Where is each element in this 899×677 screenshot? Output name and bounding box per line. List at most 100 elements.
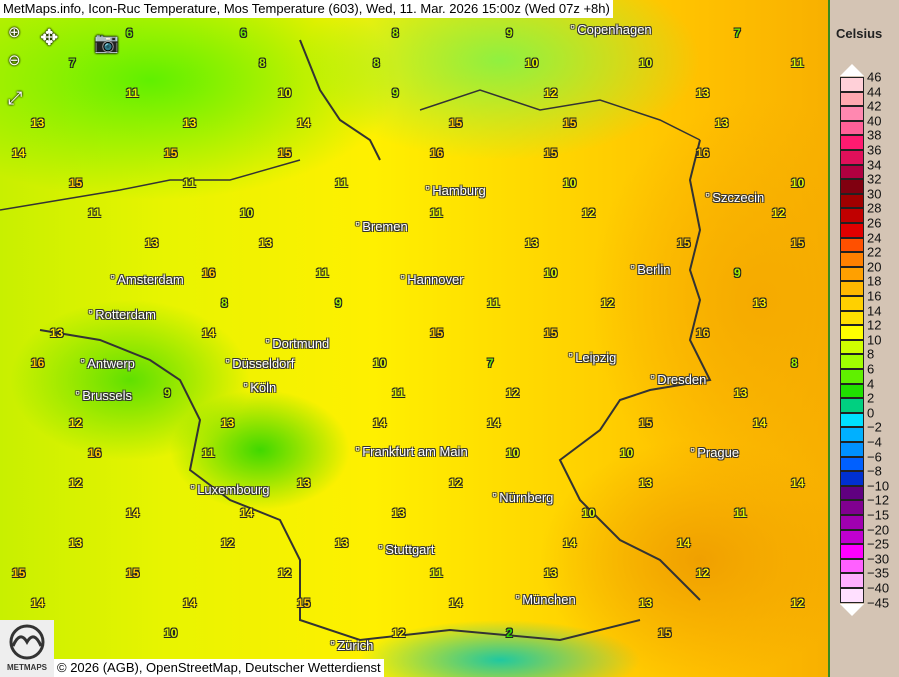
station-temperature[interactable]: 12 bbox=[791, 596, 805, 610]
temperature-map[interactable]: 6 6 8 9 7 7 8 8 10 10 11 11 10 9 12 13 13 13 14 15 15 13 14 15 1… bbox=[0, 0, 828, 677]
station-temperature[interactable]: 9 bbox=[164, 386, 171, 400]
station-temperature[interactable]: 13 bbox=[696, 86, 710, 100]
station-temperature[interactable]: 11 bbox=[126, 86, 139, 100]
station-temperature[interactable]: 13 bbox=[50, 326, 64, 340]
station-temperature[interactable]: 13 bbox=[221, 416, 235, 430]
station-temperature[interactable]: 14 bbox=[449, 596, 463, 610]
city-label[interactable]: Luxembourg bbox=[190, 482, 269, 497]
city-label[interactable]: Prague bbox=[690, 445, 739, 460]
station-temperature[interactable]: 11 bbox=[430, 206, 443, 220]
city-label[interactable]: Brussels bbox=[75, 388, 132, 403]
station-temperature[interactable]: 8 bbox=[259, 56, 266, 70]
city-label[interactable]: Amsterdam bbox=[110, 272, 183, 287]
station-temperature[interactable]: 15 bbox=[430, 326, 444, 340]
city-label[interactable]: München bbox=[515, 592, 575, 607]
station-temperature[interactable]: 10 bbox=[164, 626, 178, 640]
station-temperature[interactable]: 13 bbox=[392, 506, 406, 520]
station-temperature[interactable]: 14 bbox=[183, 596, 197, 610]
station-temperature[interactable]: 12 bbox=[772, 206, 786, 220]
station-temperature[interactable]: 12 bbox=[544, 86, 558, 100]
station-temperature[interactable]: 15 bbox=[278, 146, 292, 160]
metmaps-logo[interactable]: METMAPS bbox=[0, 620, 54, 677]
station-temperature[interactable]: 12 bbox=[506, 386, 520, 400]
station-temperature[interactable]: 7 bbox=[69, 56, 76, 70]
station-temperature[interactable]: 10 bbox=[525, 56, 539, 70]
city-label[interactable]: Nürnberg bbox=[492, 490, 553, 505]
station-temperature[interactable]: 9 bbox=[506, 26, 513, 40]
station-temperature[interactable]: 9 bbox=[392, 86, 399, 100]
station-temperature[interactable]: 15 bbox=[126, 566, 140, 580]
station-temperature[interactable]: 11 bbox=[392, 386, 405, 400]
station-temperature[interactable]: 13 bbox=[183, 116, 197, 130]
station-temperature[interactable]: 14 bbox=[791, 476, 805, 490]
city-label[interactable]: Hamburg bbox=[425, 183, 485, 198]
station-temperature[interactable]: 10 bbox=[278, 86, 292, 100]
station-temperature[interactable]: 14 bbox=[563, 536, 577, 550]
station-temperature[interactable]: 15 bbox=[164, 146, 178, 160]
station-temperature[interactable]: 8 bbox=[392, 26, 399, 40]
zoom-out-icon[interactable]: ⊖ bbox=[8, 52, 21, 69]
city-label[interactable]: Rotterdam bbox=[88, 307, 156, 322]
city-label[interactable]: Düsseldorf bbox=[225, 356, 294, 371]
station-temperature[interactable]: 13 bbox=[259, 236, 273, 250]
station-temperature[interactable]: 15 bbox=[563, 116, 577, 130]
station-temperature[interactable]: 12 bbox=[69, 476, 83, 490]
station-temperature[interactable]: 11 bbox=[88, 206, 101, 220]
station-temperature[interactable]: 11 bbox=[316, 266, 329, 280]
station-temperature[interactable]: 16 bbox=[88, 446, 102, 460]
city-label[interactable]: Hannover bbox=[400, 272, 463, 287]
station-temperature[interactable]: 12 bbox=[69, 416, 83, 430]
station-temperature[interactable]: 14 bbox=[31, 596, 45, 610]
station-temperature[interactable]: 8 bbox=[791, 356, 798, 370]
city-label[interactable]: Berlin bbox=[630, 262, 670, 277]
station-temperature[interactable]: 15 bbox=[544, 326, 558, 340]
station-temperature[interactable]: 10 bbox=[544, 266, 558, 280]
station-temperature[interactable]: 13 bbox=[145, 236, 159, 250]
station-temperature[interactable]: 14 bbox=[240, 506, 254, 520]
station-temperature[interactable]: 14 bbox=[297, 116, 311, 130]
station-temperature[interactable]: 14 bbox=[677, 536, 691, 550]
station-temperature[interactable]: 15 bbox=[791, 236, 805, 250]
station-temperature[interactable]: 15 bbox=[677, 236, 691, 250]
station-temperature[interactable]: 16 bbox=[31, 356, 45, 370]
station-temperature[interactable]: 15 bbox=[658, 626, 672, 640]
station-temperature[interactable]: 12 bbox=[601, 296, 615, 310]
station-temperature[interactable]: 10 bbox=[620, 446, 634, 460]
station-temperature[interactable]: 10 bbox=[373, 356, 387, 370]
station-temperature[interactable]: 11 bbox=[335, 176, 348, 190]
station-temperature[interactable]: 2 bbox=[506, 626, 513, 640]
station-temperature[interactable]: 16 bbox=[430, 146, 444, 160]
city-label[interactable]: Köln bbox=[243, 380, 276, 395]
station-temperature[interactable]: 13 bbox=[753, 296, 767, 310]
station-temperature[interactable]: 12 bbox=[449, 476, 463, 490]
camera-icon[interactable]: 📷 bbox=[94, 32, 119, 54]
station-temperature[interactable]: 11 bbox=[734, 506, 747, 520]
station-temperature[interactable]: 7 bbox=[734, 26, 741, 40]
station-temperature[interactable]: 13 bbox=[31, 116, 45, 130]
city-label[interactable]: Frankfurt am Main bbox=[355, 444, 467, 459]
station-temperature[interactable]: 16 bbox=[202, 266, 216, 280]
station-temperature[interactable]: 14 bbox=[753, 416, 767, 430]
station-temperature[interactable]: 12 bbox=[696, 566, 710, 580]
station-temperature[interactable]: 13 bbox=[734, 386, 748, 400]
station-temperature[interactable]: 15 bbox=[297, 596, 311, 610]
station-temperature[interactable]: 15 bbox=[449, 116, 463, 130]
city-label[interactable]: Stuttgart bbox=[378, 542, 434, 557]
station-temperature[interactable]: 13 bbox=[525, 236, 539, 250]
station-temperature[interactable]: 13 bbox=[69, 536, 83, 550]
city-label[interactable]: Zürich bbox=[330, 638, 373, 653]
city-label[interactable]: Dresden bbox=[650, 372, 706, 387]
station-temperature[interactable]: 9 bbox=[734, 266, 741, 280]
station-temperature[interactable]: 15 bbox=[639, 416, 653, 430]
station-temperature[interactable]: 10 bbox=[506, 446, 520, 460]
station-temperature[interactable]: 13 bbox=[335, 536, 349, 550]
pan-arrows-icon[interactable]: ✥ bbox=[40, 25, 59, 50]
station-temperature[interactable]: 12 bbox=[582, 206, 596, 220]
station-temperature[interactable]: 10 bbox=[791, 176, 805, 190]
city-label[interactable]: Szczecin bbox=[705, 190, 764, 205]
station-temperature[interactable]: 12 bbox=[221, 536, 235, 550]
station-temperature[interactable]: 16 bbox=[696, 326, 710, 340]
station-temperature[interactable]: 15 bbox=[544, 146, 558, 160]
station-temperature[interactable]: 7 bbox=[487, 356, 494, 370]
station-temperature[interactable]: 14 bbox=[12, 146, 26, 160]
